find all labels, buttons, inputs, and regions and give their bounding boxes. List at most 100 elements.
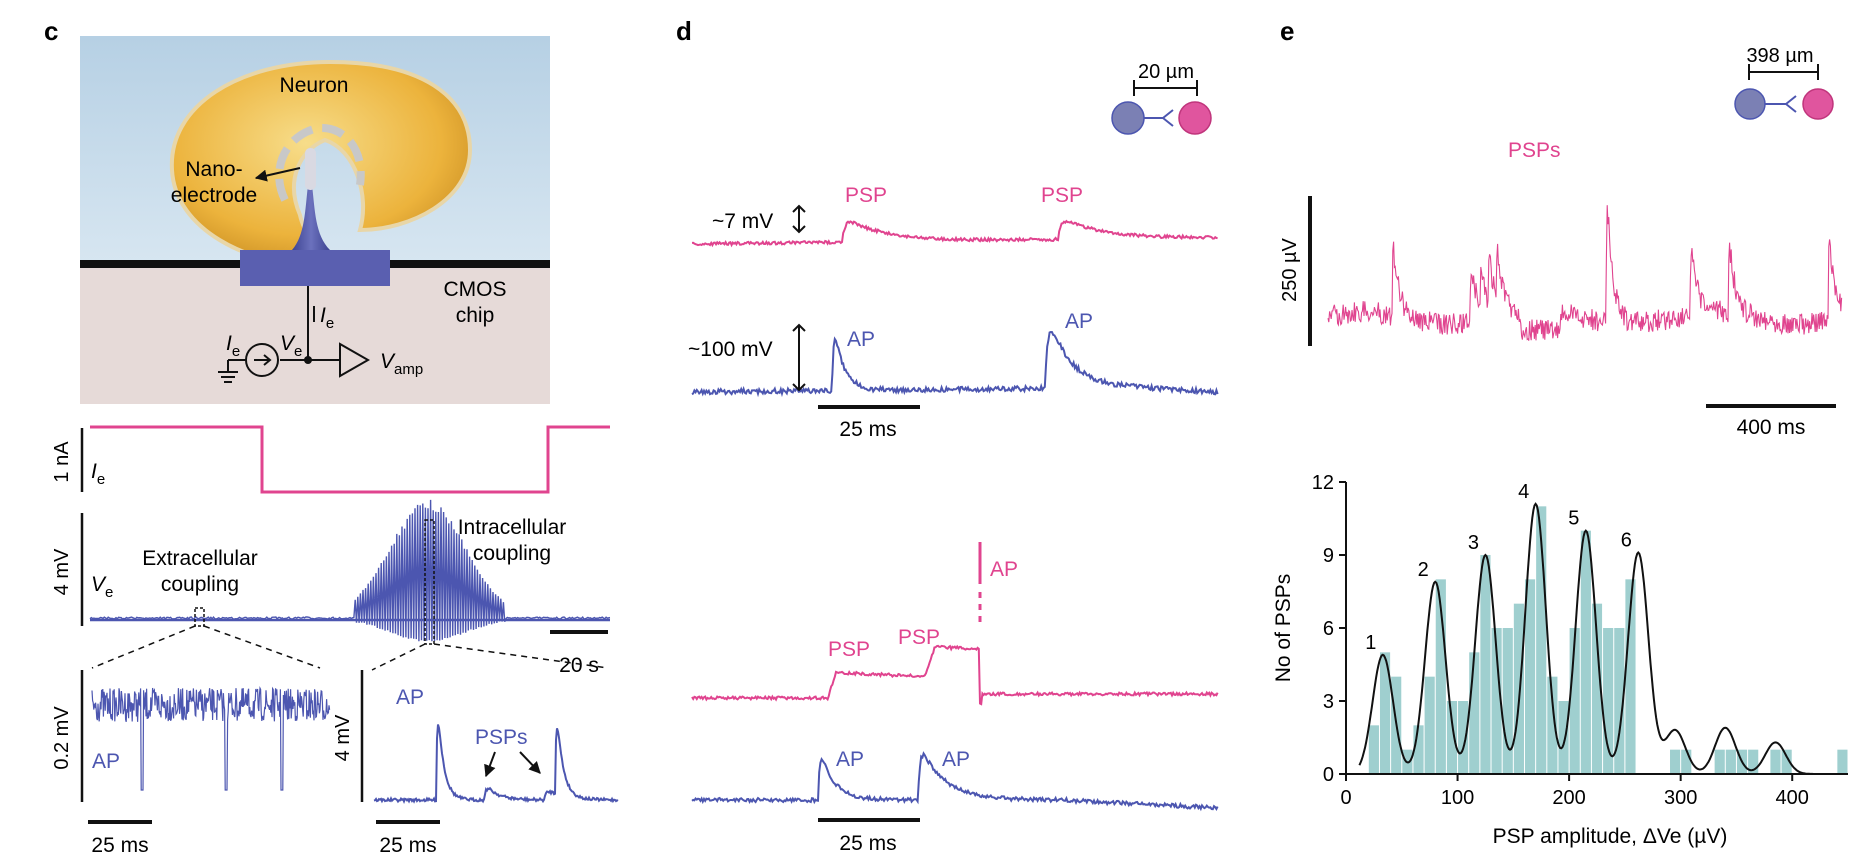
histogram-bar: [1491, 628, 1502, 774]
voltage-trace-label: Ve: [91, 573, 113, 601]
histogram-fit-curve: [1358, 502, 1843, 775]
panel-c-label: c: [44, 16, 58, 46]
d-distance-label: 20 µm: [1138, 61, 1194, 83]
neuron-label: Neuron: [280, 74, 349, 97]
histogram-peak-label: 1: [1365, 632, 1376, 654]
voltage-time-scale: 20 s: [559, 654, 599, 677]
cmos-label-1: CMOS: [444, 278, 507, 301]
nanoelectrode: [240, 148, 390, 286]
voltage-burst-trace: [89, 499, 611, 642]
current-trace-label: Ie: [91, 460, 105, 488]
histogram-y-tick-label: 6: [1323, 618, 1334, 640]
e-vscale-label: 250 µV: [1279, 237, 1301, 301]
histogram-bar: [1580, 530, 1591, 774]
zoom-right-time-scale: 25 ms: [379, 834, 436, 857]
histogram-bar: [1502, 628, 1513, 774]
d-top-psp1-label: PSP: [845, 184, 887, 207]
histogram-bar: [1368, 725, 1379, 774]
d-top-psp-trace: [691, 219, 1218, 248]
histogram-bar: [1379, 652, 1391, 774]
e-distance-label: 398 µm: [1746, 45, 1813, 67]
pair-icon-e: 398 µm: [1734, 45, 1834, 120]
d-bottom-ap1-label: AP: [836, 748, 864, 771]
histogram-bar: [1748, 749, 1759, 774]
intracellular-label-2: coupling: [473, 542, 551, 565]
histogram-bar: [1558, 701, 1569, 774]
histogram-peak-label: 2: [1418, 559, 1429, 581]
neuron-cell: [169, 59, 473, 268]
cmos-label-2: chip: [456, 304, 495, 327]
d-top-traces: ~7 mV ~100 mV PSP PSP AP AP 25 ms: [688, 184, 1219, 441]
zoom-left-time-scale: 25 ms: [91, 834, 148, 857]
zoom-extracellular-panel: 0.2 mV AP 25 ms: [51, 670, 331, 857]
histogram-peak-label: 3: [1468, 532, 1479, 554]
histogram-bar: [1681, 749, 1692, 774]
histogram-xlabel: PSP amplitude, ΔVe (µV): [1493, 825, 1728, 848]
d-top-ap1-label: AP: [847, 328, 875, 351]
histogram-bar: [1480, 555, 1491, 774]
electrode-schematic: Neuron Nano- electrode CMOS chip Ie Ie V…: [80, 36, 550, 404]
histogram-bar: [1469, 652, 1480, 774]
histogram-bar: [1603, 628, 1614, 774]
e-trace-panel: PSPs 250 µV 400 ms: [1279, 139, 1843, 439]
histogram-x-tick-label: 200: [1552, 787, 1585, 809]
panel-e-label: e: [1280, 16, 1294, 46]
histogram-bar: [1569, 628, 1580, 774]
histogram-y-tick-label: 0: [1323, 764, 1334, 786]
histogram-bar: [1781, 749, 1792, 774]
zoom-right-psps-label: PSPs: [475, 726, 528, 749]
nanoelectrode-pointer: [254, 167, 301, 182]
histogram-y-tick-label: 12: [1312, 472, 1334, 494]
histogram-x-tick-label: 400: [1776, 787, 1809, 809]
d-top-ap-scale: ~100 mV: [688, 338, 773, 361]
ve-label: Ve: [280, 332, 302, 360]
d-bottom-time-scale: 25 ms: [839, 832, 896, 855]
histogram-bar: [1524, 579, 1536, 774]
histogram-bar: [1670, 749, 1681, 774]
histogram-bar: [1770, 749, 1781, 774]
histogram-bar: [1625, 579, 1636, 774]
histogram-bar: [1837, 749, 1848, 774]
zoom-right-scale: 4 mV: [332, 714, 354, 761]
zoom-intracellular-panel: 4 mV AP PSPs 25 ms: [332, 670, 619, 857]
histogram-x-tick-label: 0: [1340, 787, 1351, 809]
d-top-time-scale: 25 ms: [839, 418, 896, 441]
pair-icon-d: 20 µm: [1111, 61, 1212, 135]
d-bottom-ap-trace: [691, 751, 1219, 812]
histogram-bar: [1435, 579, 1446, 774]
zoom-right-ap-label: AP: [396, 686, 424, 709]
e-time-scale: 400 ms: [1737, 416, 1806, 439]
d-bottom-psp2-label: PSP: [898, 626, 940, 649]
d-top-ap2-label: AP: [1065, 310, 1093, 333]
histogram-peak-label: 6: [1621, 530, 1632, 552]
vamp-label: Vamp: [380, 350, 423, 378]
histogram-bar: [1614, 628, 1625, 774]
histogram-bar: [1536, 506, 1547, 774]
nanoelectrode-label-2: electrode: [171, 184, 257, 207]
d-bottom-ap-post-label: AP: [990, 558, 1018, 581]
ie-source-label: Ie: [226, 332, 240, 360]
zoom-left-scale: 0.2 mV: [51, 706, 73, 770]
panel-d-label: d: [676, 16, 692, 46]
histogram-x-tick-label: 300: [1664, 787, 1697, 809]
extracellular-label-2: coupling: [161, 573, 239, 596]
intracellular-label-1: Intracellular: [458, 516, 567, 539]
d-bottom-ap2-label: AP: [942, 748, 970, 771]
histogram-y-tick-label: 9: [1323, 545, 1334, 567]
circuit: [218, 286, 371, 383]
histogram-bar: [1714, 749, 1725, 774]
histogram-bar: [1446, 701, 1458, 774]
d-bottom-psp1-label: PSP: [828, 638, 870, 661]
histogram-y-tick-label: 3: [1323, 691, 1334, 713]
voltage-scale-label: 4 mV: [51, 548, 73, 595]
d-bottom-traces: AP PSP PSP AP AP 25 ms: [691, 542, 1219, 855]
histogram-peak-label: 5: [1568, 508, 1579, 530]
current-step-trace: [90, 425, 610, 494]
histogram-bar: [1725, 749, 1736, 774]
ie-label: Ie: [320, 304, 334, 332]
histogram-peak-label: 4: [1518, 481, 1529, 503]
current-scale-label: 1 nA: [51, 441, 73, 483]
histogram-peak-labels: 1 2 3 4 5 6: [1365, 481, 1632, 654]
